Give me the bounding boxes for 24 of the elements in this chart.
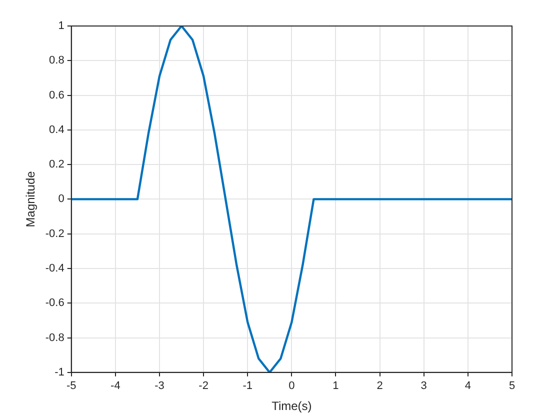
x-tick-label: -5 xyxy=(66,380,76,392)
x-tick-label: -2 xyxy=(198,380,208,392)
x-tick-label: -4 xyxy=(110,380,120,392)
x-tick-label: -3 xyxy=(154,380,164,392)
y-tick-label: -0.6 xyxy=(45,297,64,310)
y-tick-label: 0.4 xyxy=(49,124,64,136)
y-tick-label: 0.2 xyxy=(49,158,64,171)
y-tick-label: 1 xyxy=(58,20,64,32)
y-axis-title: Magnitude xyxy=(24,170,38,228)
x-tick-label: -1 xyxy=(242,380,253,392)
y-tick-label: -0.4 xyxy=(45,262,64,275)
y-tick-label: -1 xyxy=(54,366,64,378)
x-tick-label: 3 xyxy=(420,380,427,392)
y-tick-label: -0.8 xyxy=(45,332,64,344)
y-tick-label: -0.2 xyxy=(45,228,64,240)
x-tick-label: 0 xyxy=(288,380,295,392)
y-tick-label: 0.6 xyxy=(49,89,64,102)
x-tick-label: 5 xyxy=(508,380,516,392)
x-axis-title: Time(s) xyxy=(272,399,312,414)
x-tick-label: 4 xyxy=(464,380,471,392)
x-tick-label: 2 xyxy=(376,380,383,392)
y-tick-label: 0 xyxy=(58,193,64,206)
x-tick-label: 1 xyxy=(332,380,339,392)
y-tick-label: 0.8 xyxy=(49,54,64,67)
